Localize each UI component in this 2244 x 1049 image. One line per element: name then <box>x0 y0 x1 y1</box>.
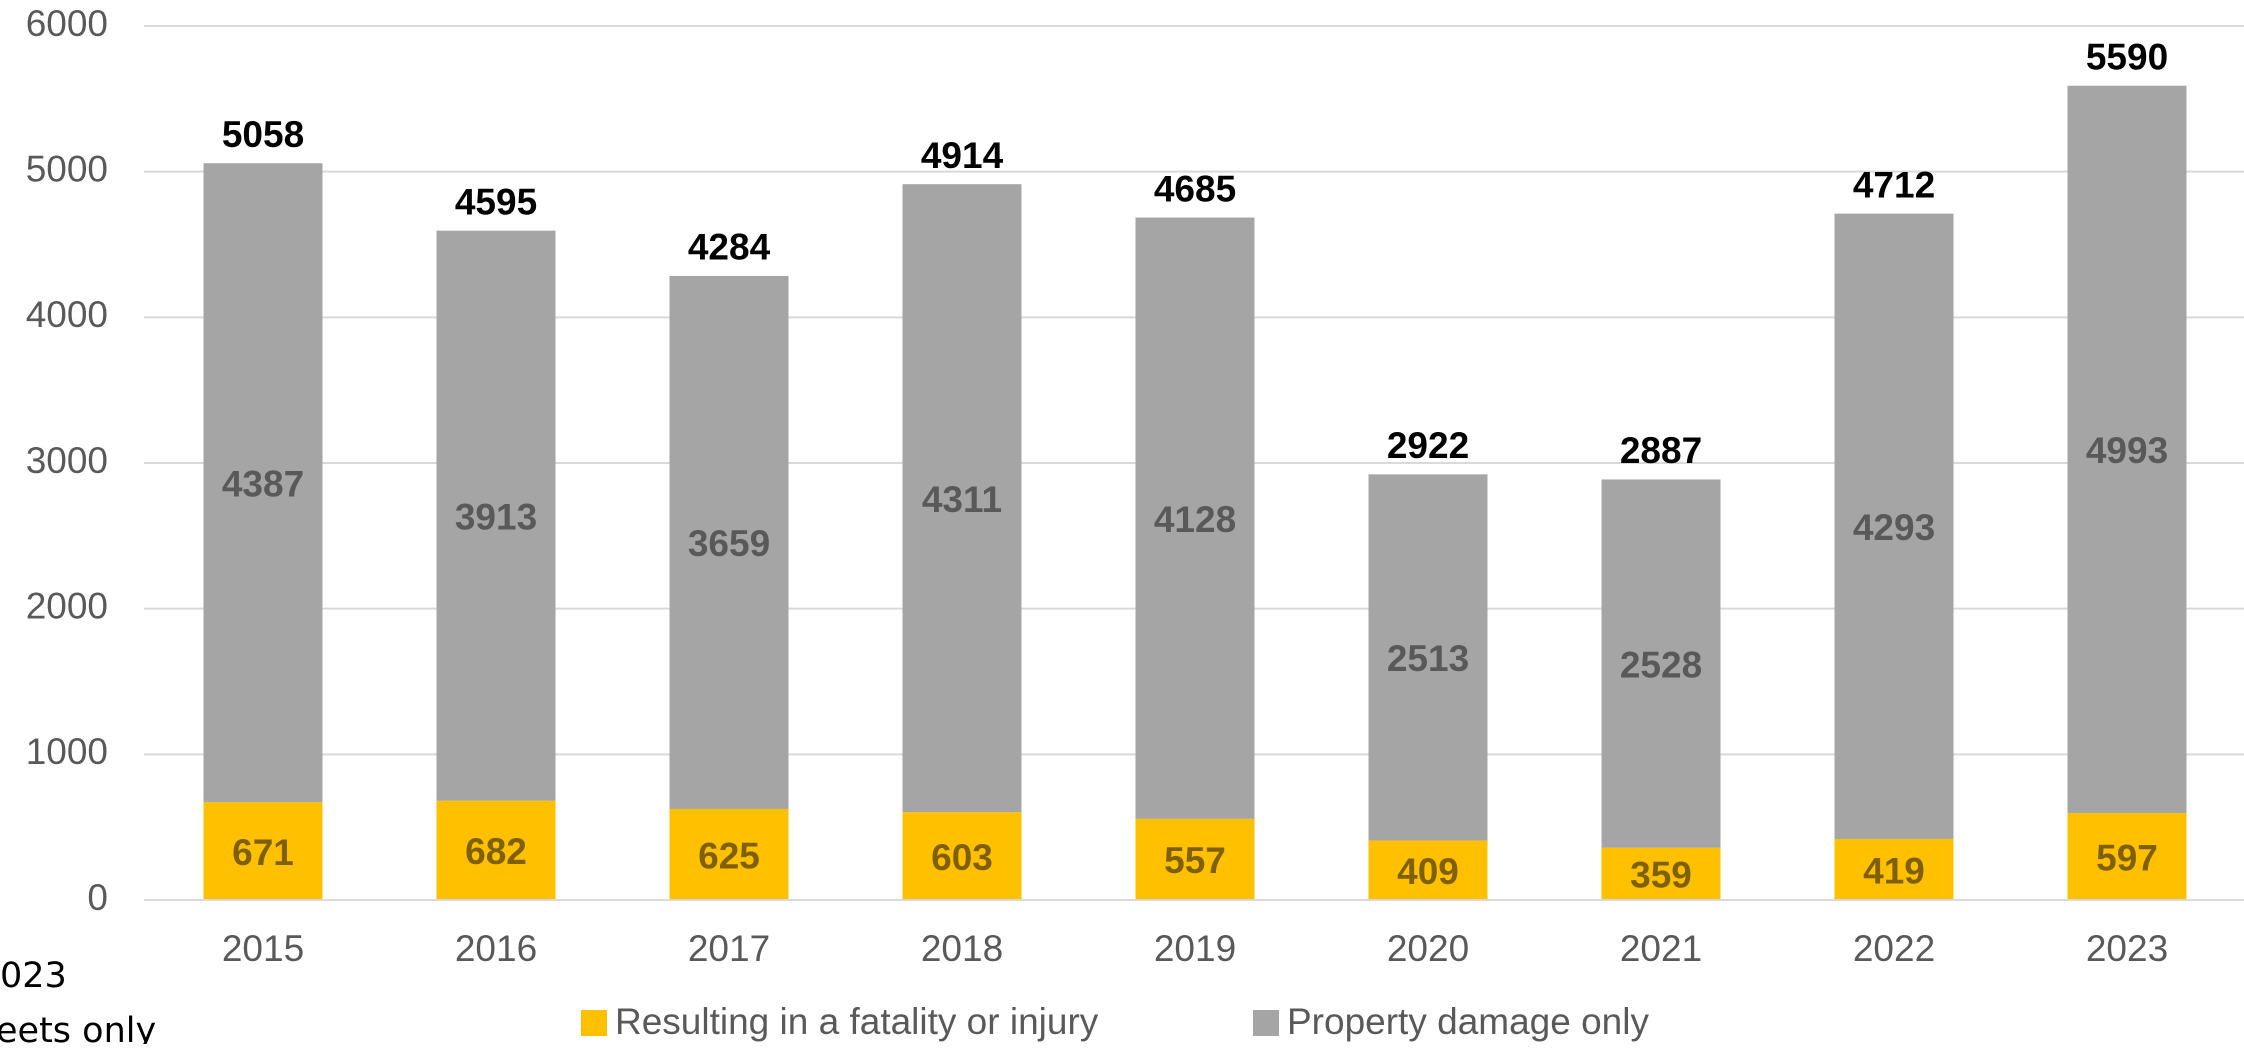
data-label: 2513 <box>1387 638 1469 679</box>
legend-label: Resulting in a fatality or injury <box>615 1001 1099 1042</box>
bar-segment <box>1601 847 1721 900</box>
x-tick-label: 2015 <box>222 928 304 969</box>
bar-segment <box>1834 838 1954 900</box>
data-label: 4128 <box>1154 499 1236 540</box>
x-tick-label: 2023 <box>2086 928 2168 969</box>
total-label: 4595 <box>455 181 537 222</box>
total-label: 4284 <box>688 227 771 268</box>
bar-segment <box>203 163 323 803</box>
bar-segment <box>203 802 323 900</box>
total-label: 5058 <box>222 114 304 155</box>
bar-segment <box>669 275 789 809</box>
x-tick-label: 2019 <box>1154 928 1236 969</box>
data-label: 2528 <box>1620 644 1702 685</box>
total-label: 5590 <box>2086 37 2168 78</box>
bar-segment <box>1601 479 1721 848</box>
y-tick-label: 1000 <box>26 731 108 772</box>
data-label: 3659 <box>688 523 770 564</box>
bar-segment <box>902 812 1022 900</box>
x-tick-label: 2017 <box>688 928 770 969</box>
data-label: 671 <box>232 832 294 873</box>
total-label: 2922 <box>1387 425 1469 466</box>
x-tick-label: 2022 <box>1853 928 1935 969</box>
bar-segment <box>1135 818 1255 900</box>
data-label: 409 <box>1397 851 1459 892</box>
data-label: 419 <box>1863 850 1925 891</box>
total-label: 4914 <box>921 135 1004 176</box>
bar-segment <box>436 230 556 801</box>
y-tick-label: 2000 <box>26 585 108 626</box>
y-tick-label: 3000 <box>26 440 108 481</box>
bar-segment <box>436 800 556 900</box>
note: eets only <box>0 1011 156 1044</box>
data-label: 4293 <box>1853 507 1935 548</box>
y-tick-label: 0 <box>87 877 108 918</box>
bar-segment <box>1368 840 1488 900</box>
x-tick-label: 2018 <box>921 928 1003 969</box>
total-label: 2887 <box>1620 430 1702 471</box>
bar-segment <box>1368 474 1488 841</box>
note: 023 <box>0 956 67 996</box>
data-label: 625 <box>698 835 760 876</box>
bar-segment <box>1135 217 1255 819</box>
bar-segment <box>2067 813 2187 900</box>
total-label: 4712 <box>1853 164 1935 205</box>
y-tick-label: 4000 <box>26 294 108 335</box>
data-label: 4311 <box>922 479 1002 520</box>
bar-segment <box>2067 85 2187 814</box>
bar-segment <box>1834 213 1954 839</box>
legend-label: Property damage only <box>1287 1001 1649 1042</box>
data-label: 3913 <box>455 496 537 537</box>
data-label: 359 <box>1630 855 1692 896</box>
total-label: 4685 <box>1154 168 1236 209</box>
bar-segment <box>669 808 789 900</box>
data-label: 4993 <box>2086 430 2168 471</box>
x-tick-label: 2016 <box>455 928 537 969</box>
data-label: 4387 <box>222 464 304 505</box>
data-label: 603 <box>931 837 993 878</box>
y-tick-label: 5000 <box>26 148 108 189</box>
data-label: 597 <box>2096 837 2158 878</box>
x-tick-label: 2020 <box>1387 928 1469 969</box>
x-tick-label: 2021 <box>1620 928 1702 969</box>
bar-segment <box>902 184 1022 813</box>
legend-swatch <box>581 1010 607 1036</box>
data-label: 557 <box>1164 840 1226 881</box>
y-tick-label: 6000 <box>26 3 108 44</box>
data-label: 682 <box>465 831 527 872</box>
legend-swatch <box>1253 1010 1279 1036</box>
